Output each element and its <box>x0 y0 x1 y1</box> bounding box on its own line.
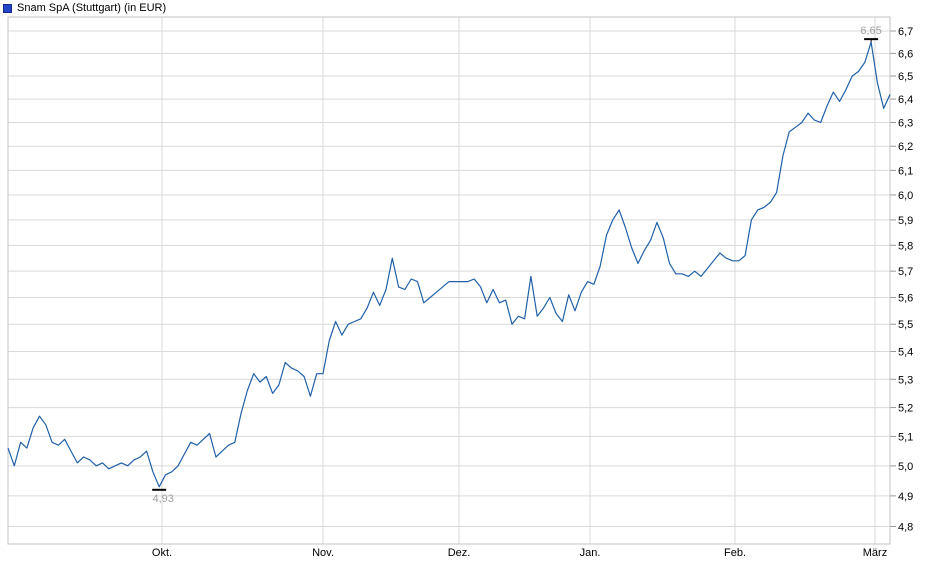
chart-title: Snam SpA (Stuttgart) (in EUR) <box>17 2 167 14</box>
y-tick-label: 5,9 <box>898 215 913 227</box>
y-tick-label: 5,0 <box>898 461 913 473</box>
y-tick-label: 6,3 <box>898 117 913 129</box>
y-tick-label: 5,3 <box>898 374 913 386</box>
y-tick-label: 5,4 <box>898 346 913 358</box>
y-tick-label: 6,5 <box>898 71 913 83</box>
low-label: 4,93 <box>152 493 173 505</box>
y-tick-label: 4,9 <box>898 491 913 503</box>
y-tick-label: 5,8 <box>898 240 913 252</box>
y-tick-label: 5,1 <box>898 431 913 443</box>
y-tick-label: 4,8 <box>898 522 913 534</box>
y-tick-label: 6,7 <box>898 26 913 38</box>
y-tick-label: 5,5 <box>898 319 913 331</box>
y-tick-label: 6,4 <box>898 94 913 106</box>
series-color-swatch <box>3 3 12 13</box>
y-tick-label: 6,6 <box>898 48 913 60</box>
y-tick-label: 5,6 <box>898 292 913 304</box>
high-label: 6,65 <box>860 25 881 37</box>
month-label: Nov. <box>312 547 334 559</box>
month-label: Dez. <box>448 547 471 559</box>
plot-border <box>7 16 891 545</box>
y-tick-label: 5,2 <box>898 403 913 415</box>
y-tick-label: 6,1 <box>898 165 913 177</box>
y-tick-label: 5,7 <box>898 266 913 278</box>
y-tick-label: 6,0 <box>898 190 913 202</box>
month-label: März <box>863 547 887 559</box>
price-line <box>7 41 891 488</box>
month-label: Feb. <box>724 547 746 559</box>
y-tick-label: 6,2 <box>898 141 913 153</box>
chart-legend: Snam SpA (Stuttgart) (in EUR) <box>3 2 166 14</box>
month-label: Okt. <box>152 547 172 559</box>
month-label: Jan. <box>580 547 601 559</box>
